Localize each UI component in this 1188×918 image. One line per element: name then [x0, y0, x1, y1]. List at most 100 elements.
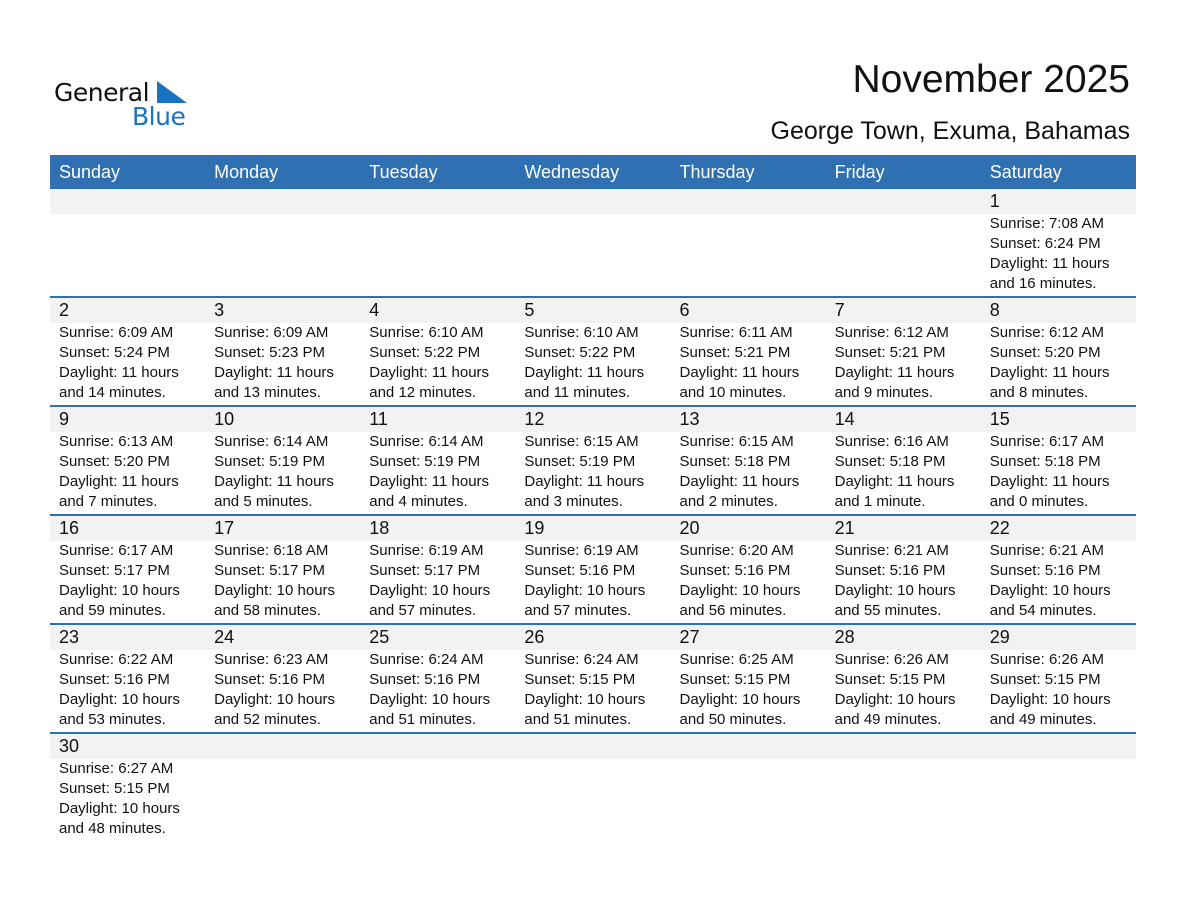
daylight-text: Daylight: 10 hours — [59, 582, 180, 599]
daylight-text: Daylight: 10 hours — [989, 691, 1111, 708]
weekday-thursday: Thursday — [679, 162, 755, 182]
day-cell: 23 Sunrise: 6:22 AM Sunset: 5:16 PM Dayligh… — [50, 625, 205, 732]
day-number: 23 — [59, 627, 80, 647]
day-number: 8 — [989, 300, 1000, 320]
day-number: 25 — [369, 627, 390, 647]
day-cell: 2 Sunrise: 6:09 AM Sunset: 5:24 PM Daylight… — [50, 298, 205, 405]
daylight-minutes-text: and 10 minutes. — [679, 384, 787, 401]
day-cell: 22 Sunrise: 6:21 AM Sunset: 5:16 PM Dayligh… — [981, 516, 1136, 623]
sunrise-text: Sunrise: 6:12 AM — [989, 324, 1104, 341]
daylight-text: Daylight: 11 hours — [679, 364, 800, 381]
daylight-minutes-text: and 16 minutes. — [989, 275, 1097, 292]
sunrise-text: Sunrise: 6:24 AM — [369, 651, 484, 668]
day-cell: 27 Sunrise: 6:25 AM Sunset: 5:15 PM Dayligh… — [671, 625, 826, 732]
daylight-text: Daylight: 10 hours — [524, 691, 646, 708]
sunset-text: Sunset: 5:15 PM — [524, 671, 636, 688]
daylight-text: Daylight: 11 hours — [834, 364, 955, 381]
week-row: 1 Sunrise: 7:08 AM Sunset: 6:24 PM Daylight… — [50, 189, 1136, 298]
sunset-text: Sunset: 5:18 PM — [679, 453, 791, 470]
sunrise-text: Sunrise: 6:25 AM — [679, 651, 794, 668]
sunrise-text: Sunrise: 6:13 AM — [59, 433, 174, 450]
daylight-text: Daylight: 11 hours — [679, 473, 800, 490]
daylight-minutes-text: and 3 minutes. — [524, 493, 623, 510]
daylight-text: Daylight: 11 hours — [989, 364, 1110, 381]
sunrise-text: Sunrise: 6:10 AM — [369, 324, 484, 341]
daylight-text: Daylight: 10 hours — [834, 691, 956, 708]
daylight-minutes-text: and 49 minutes. — [989, 711, 1097, 728]
daylight-minutes-text: and 57 minutes. — [369, 602, 476, 619]
daylight-text: Daylight: 11 hours — [524, 364, 645, 381]
day-cell: 16 Sunrise: 6:17 AM Sunset: 5:17 PM Dayligh… — [50, 516, 205, 623]
empty-cell — [205, 734, 360, 841]
weekday-wednesday: Wednesday — [524, 162, 620, 182]
daylight-text: Daylight: 10 hours — [524, 582, 646, 599]
daylight-minutes-text: and 57 minutes. — [524, 602, 632, 619]
day-number: 15 — [989, 409, 1010, 429]
weekday-header: Sunday Monday Tuesday Wednesday Thursday Frid… — [50, 155, 1136, 189]
day-cell: 20 Sunrise: 6:20 AM Sunset: 5:16 PM Dayligh… — [671, 516, 826, 623]
sunset-text: Sunset: 5:16 PM — [59, 671, 170, 688]
day-cell: 14 Sunrise: 6:16 AM Sunset: 5:18 PM Dayligh… — [826, 407, 981, 514]
day-cell: 10 Sunrise: 6:14 AM Sunset: 5:19 PM Dayligh… — [205, 407, 360, 514]
day-number: 10 — [214, 409, 235, 429]
daylight-minutes-text: and 0 minutes. — [989, 493, 1089, 510]
sunrise-text: Sunrise: 6:18 AM — [214, 542, 329, 559]
sunrise-text: Sunrise: 6:09 AM — [59, 324, 174, 341]
weekday-monday: Monday — [214, 162, 279, 182]
daylight-text: Daylight: 11 hours — [834, 473, 955, 490]
sunrise-text: Sunrise: 6:14 AM — [214, 433, 329, 450]
day-cell: 4 Sunrise: 6:10 AM Sunset: 5:22 PM Daylight… — [360, 298, 515, 405]
day-number: 20 — [679, 518, 700, 538]
day-cell: 26 Sunrise: 6:24 AM Sunset: 5:15 PM Dayligh… — [515, 625, 670, 732]
logo-text-general: General — [54, 78, 150, 107]
sunset-text: Sunset: 5:22 PM — [369, 344, 481, 361]
day-number: 9 — [59, 409, 70, 429]
sunrise-text: Sunrise: 6:15 AM — [679, 433, 794, 450]
daylight-text: Daylight: 11 hours — [524, 473, 645, 490]
sunrise-text: Sunrise: 6:15 AM — [524, 433, 639, 450]
day-cell: 30 Sunrise: 6:27 AM Sunset: 5:15 PM Dayligh… — [50, 734, 205, 841]
day-number: 28 — [834, 627, 855, 647]
logo-triangle-icon — [157, 81, 187, 103]
day-number: 17 — [214, 518, 235, 538]
empty-cell — [515, 734, 670, 841]
empty-cell — [515, 189, 670, 296]
day-number: 26 — [524, 627, 545, 647]
sunset-text: Sunset: 5:20 PM — [989, 344, 1101, 361]
sunset-text: Sunset: 5:16 PM — [369, 671, 481, 688]
sunset-text: Sunset: 5:17 PM — [59, 562, 170, 579]
day-number: 2 — [59, 300, 70, 320]
daylight-minutes-text: and 12 minutes. — [369, 384, 476, 401]
week-row: 23 Sunrise: 6:22 AM Sunset: 5:16 PM Dayligh… — [50, 625, 1136, 734]
daylight-text: Daylight: 10 hours — [834, 582, 956, 599]
week-row: 9 Sunrise: 6:13 AM Sunset: 5:20 PM Daylight… — [50, 407, 1136, 516]
daylight-minutes-text: and 50 minutes. — [679, 711, 787, 728]
daylight-minutes-text: and 48 minutes. — [59, 820, 166, 837]
location-subtitle: George Town, Exuma, Bahamas — [770, 117, 1130, 145]
daylight-text: Daylight: 11 hours — [989, 473, 1110, 490]
day-number: 4 — [369, 300, 380, 320]
sunrise-text: Sunrise: 7:08 AM — [989, 215, 1104, 232]
daylight-minutes-text: and 13 minutes. — [214, 384, 321, 401]
daylight-text: Daylight: 11 hours — [369, 473, 490, 490]
daylight-minutes-text: and 2 minutes. — [679, 493, 778, 510]
daylight-minutes-text: and 8 minutes. — [989, 384, 1089, 401]
daylight-minutes-text: and 52 minutes. — [214, 711, 321, 728]
day-cell: 6 Sunrise: 6:11 AM Sunset: 5:21 PM Daylight… — [671, 298, 826, 405]
day-number: 13 — [679, 409, 700, 429]
day-cell: 18 Sunrise: 6:19 AM Sunset: 5:17 PM Dayligh… — [360, 516, 515, 623]
day-cell: 29 Sunrise: 6:26 AM Sunset: 5:15 PM Dayligh… — [981, 625, 1136, 732]
day-cell: 1 Sunrise: 7:08 AM Sunset: 6:24 PM Daylight… — [981, 189, 1136, 296]
sunrise-text: Sunrise: 6:17 AM — [989, 433, 1104, 450]
day-number: 29 — [989, 627, 1010, 647]
daylight-text: Daylight: 11 hours — [214, 364, 334, 381]
sunset-text: Sunset: 5:15 PM — [834, 671, 946, 688]
daylight-minutes-text: and 49 minutes. — [834, 711, 942, 728]
sunrise-text: Sunrise: 6:11 AM — [679, 324, 793, 341]
weekday-saturday: Saturday — [989, 162, 1062, 182]
day-cell: 13 Sunrise: 6:15 AM Sunset: 5:18 PM Dayligh… — [671, 407, 826, 514]
day-cell: 7 Sunrise: 6:12 AM Sunset: 5:21 PM Daylight… — [826, 298, 981, 405]
daylight-minutes-text: and 55 minutes. — [834, 602, 942, 619]
daylight-minutes-text: and 51 minutes. — [524, 711, 632, 728]
